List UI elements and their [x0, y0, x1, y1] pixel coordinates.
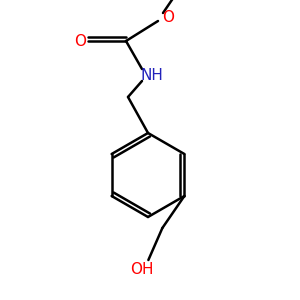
Text: O: O — [74, 34, 86, 49]
Text: NH: NH — [141, 68, 164, 82]
Text: OH: OH — [130, 262, 154, 278]
Text: O: O — [162, 10, 174, 25]
